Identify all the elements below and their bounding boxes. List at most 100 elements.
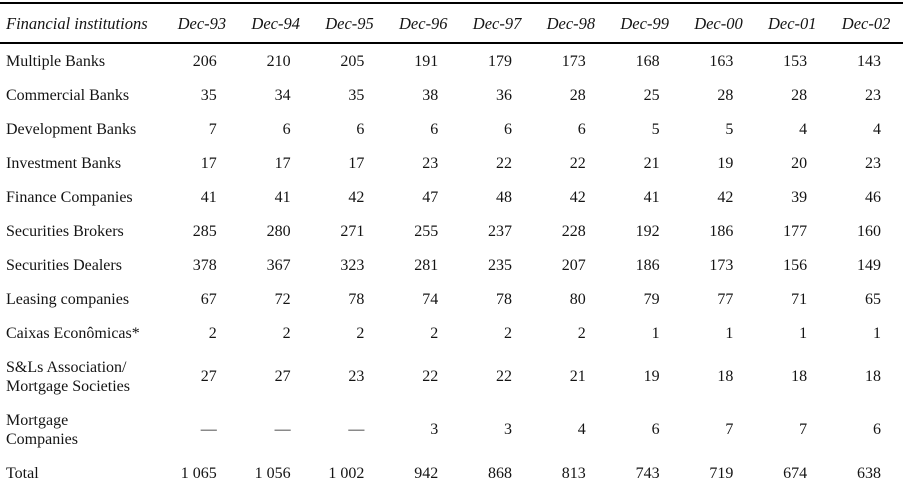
- cell-value: 7: [725, 421, 734, 438]
- column-header-dec-93: Dec-93: [165, 3, 239, 44]
- cell-value: 48: [495, 188, 512, 206]
- cell-value: 207: [561, 256, 586, 274]
- cell-value: 638: [857, 464, 881, 482]
- cell-value: 1: [651, 324, 660, 342]
- cell-value: 42: [569, 188, 586, 206]
- cell-value: 67: [200, 290, 217, 308]
- cell-value: 42: [717, 188, 734, 206]
- cell-value: 5: [651, 120, 660, 138]
- cell-value: 2: [503, 324, 512, 342]
- cell-value: 20: [791, 154, 808, 172]
- cell-value: 6: [356, 120, 365, 138]
- cell-value: 173: [561, 52, 586, 70]
- row-label: Mortgage Companies: [6, 411, 78, 448]
- table-header: Financial institutions Dec-93 Dec-94 Dec-95…: [0, 3, 903, 44]
- cell-value: 17: [274, 154, 291, 172]
- cell-value: 28: [717, 86, 734, 104]
- column-header-dec-94: Dec-94: [238, 3, 313, 44]
- cell-value: 3: [430, 421, 439, 438]
- cell-value: 160: [857, 222, 881, 240]
- cell-value: 177: [783, 222, 808, 240]
- row-label: Total: [6, 464, 39, 482]
- cell-value: 743: [635, 464, 660, 482]
- cell-value: 22: [495, 154, 512, 172]
- cell-value: 74: [422, 290, 439, 308]
- cell-value: 7: [208, 120, 217, 138]
- cell-value: 21: [569, 368, 586, 385]
- cell-value: 2: [356, 324, 365, 342]
- cell-value: 163: [709, 52, 734, 70]
- cell-value: 18: [717, 368, 734, 385]
- column-header-dec-01: Dec-01: [755, 3, 830, 44]
- cell-value: 1: [799, 324, 808, 342]
- row-label: Development Banks: [6, 120, 137, 138]
- row-label: Securities Brokers: [6, 222, 124, 240]
- cell-value: 17: [200, 154, 217, 172]
- table-row: Investment Banks 17 17 17 23 22 22 21 19 20 23: [0, 146, 903, 180]
- cell-value: 79: [643, 290, 660, 308]
- cell-value: 6: [873, 421, 881, 438]
- cell-value: 23: [865, 86, 881, 104]
- table-row: S&Ls Association/ Mortgage Societies 27 27…: [0, 350, 903, 403]
- cell-value: 77: [717, 290, 734, 308]
- row-label: Multiple Banks: [6, 52, 106, 70]
- total-row: Total 1 065 1 056 1 002 942 868 813 743 719 674 63…: [0, 456, 903, 486]
- cell-value: 71: [791, 290, 808, 308]
- cell-value: 3: [503, 421, 512, 438]
- cell-value: 206: [192, 52, 217, 70]
- cell-value: 28: [569, 86, 586, 104]
- cell-value: 179: [487, 52, 512, 70]
- cell-value: 280: [266, 222, 291, 240]
- table-row: Multiple Banks 206 210 205 191 179 173 168 163 15…: [0, 43, 903, 78]
- cell-value: 21: [643, 154, 660, 172]
- cell-value: 6: [430, 120, 439, 138]
- cell-value: 23: [422, 154, 439, 172]
- cell-value: 22: [495, 368, 512, 385]
- cell-value: 205: [340, 52, 365, 70]
- cell-value: 2: [208, 324, 217, 342]
- cell-value: 35: [348, 86, 365, 104]
- cell-value: 210: [266, 52, 291, 70]
- cell-value: 78: [348, 290, 365, 308]
- cell-value: 22: [422, 368, 439, 385]
- column-header-dec-97: Dec-97: [460, 3, 534, 44]
- cell-value: 323: [340, 256, 365, 274]
- cell-value: 19: [643, 368, 660, 385]
- cell-value: 378: [192, 256, 217, 274]
- cell-value: 27: [200, 368, 217, 385]
- cell-value: 41: [200, 188, 217, 206]
- cell-value: 1: [873, 324, 881, 342]
- cell-value: 7: [799, 421, 808, 438]
- cell-value: 6: [651, 421, 660, 438]
- cell-value: 156: [783, 256, 808, 274]
- cell-value: 22: [569, 154, 586, 172]
- cell-value: 47: [422, 188, 439, 206]
- cell-value: 367: [266, 256, 291, 274]
- cell-value: 34: [274, 86, 291, 104]
- cell-value: 149: [857, 256, 881, 274]
- row-label: Finance Companies: [6, 188, 133, 206]
- column-header-dec-95: Dec-95: [312, 3, 387, 44]
- cell-value: 1 002: [328, 464, 365, 482]
- table-row: Commercial Banks 35 34 35 38 36 28 25 28 28 23: [0, 78, 903, 112]
- cell-value: 192: [635, 222, 660, 240]
- cell-value: 38: [422, 86, 439, 104]
- cell-value: 35: [200, 86, 217, 104]
- cell-value: 18: [865, 368, 881, 385]
- cell-value: 4: [873, 120, 881, 138]
- cell-value: 17: [348, 154, 365, 172]
- header-row: Financial institutions Dec-93 Dec-94 Dec-95…: [0, 3, 903, 44]
- row-label: Leasing companies: [6, 290, 130, 308]
- cell-value: 143: [857, 52, 881, 70]
- cell-value: 228: [561, 222, 586, 240]
- cell-value: 186: [709, 222, 734, 240]
- cell-value: 186: [635, 256, 660, 274]
- cell-value: 255: [414, 222, 439, 240]
- cell-value: —: [348, 421, 365, 438]
- cell-value: 191: [414, 52, 439, 70]
- cell-value: 6: [503, 120, 512, 138]
- cell-value: 1 056: [254, 464, 291, 482]
- table-row: Mortgage Companies — — — 3 3 4 6 7 7 6: [0, 403, 903, 456]
- cell-value: 23: [348, 368, 365, 385]
